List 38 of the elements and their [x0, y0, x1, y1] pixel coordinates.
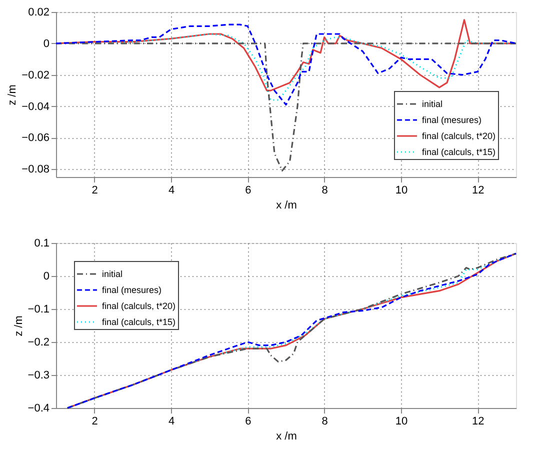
y-tick-label: 0.1 — [34, 238, 50, 250]
y-tick-label: −0.08 — [22, 164, 50, 176]
x-tick-label: 8 — [322, 416, 328, 428]
x-axis-title: x /m — [276, 430, 297, 442]
legend-label: final (calculs, t*15) — [422, 147, 496, 157]
y-tick-label: −0.3 — [28, 370, 50, 382]
x-tick-label: 8 — [322, 184, 328, 196]
x-tick-label: 10 — [395, 416, 408, 428]
x-axis-title: x /m — [276, 200, 297, 212]
x-tick-label: 6 — [245, 416, 252, 428]
legend-label: final (calculs, t*20) — [102, 301, 176, 311]
y-tick-label: −0.4 — [28, 402, 50, 414]
y-axis-title: z /m — [12, 316, 25, 336]
x-tick-label: 2 — [92, 184, 98, 196]
y-tick-label: −0.04 — [22, 100, 50, 113]
y-tick-label: −0.02 — [22, 69, 50, 82]
x-tick-label: 10 — [395, 184, 408, 196]
y-tick-label: −0.1 — [28, 304, 50, 316]
x-tick-label: 6 — [245, 184, 252, 196]
legend-label: initial — [422, 99, 443, 109]
legend-label: final (calculs, t*15) — [102, 317, 176, 327]
x-tick-label: 4 — [168, 184, 175, 196]
x-tick-label: 2 — [92, 416, 98, 428]
line-series — [66, 252, 517, 409]
y-tick-label: 0 — [43, 270, 50, 282]
legend-label: final (mesures) — [102, 285, 162, 295]
x-tick-label: 4 — [168, 416, 175, 428]
x-tick-label: 12 — [472, 184, 484, 196]
line-series — [55, 24, 517, 106]
y-tick-label: −0.06 — [22, 132, 50, 144]
x-tick-label: 12 — [472, 416, 484, 428]
y-tick-label: −0.2 — [28, 336, 50, 348]
y-tick-label: 0.02 — [28, 6, 50, 18]
legend-label: initial — [102, 269, 123, 279]
legend-label: final (calculs, t*20) — [422, 131, 496, 141]
legend-label: final (mesures) — [422, 115, 482, 125]
y-axis-title: z /m — [6, 84, 19, 106]
y-tick-label: 0 — [43, 38, 50, 50]
